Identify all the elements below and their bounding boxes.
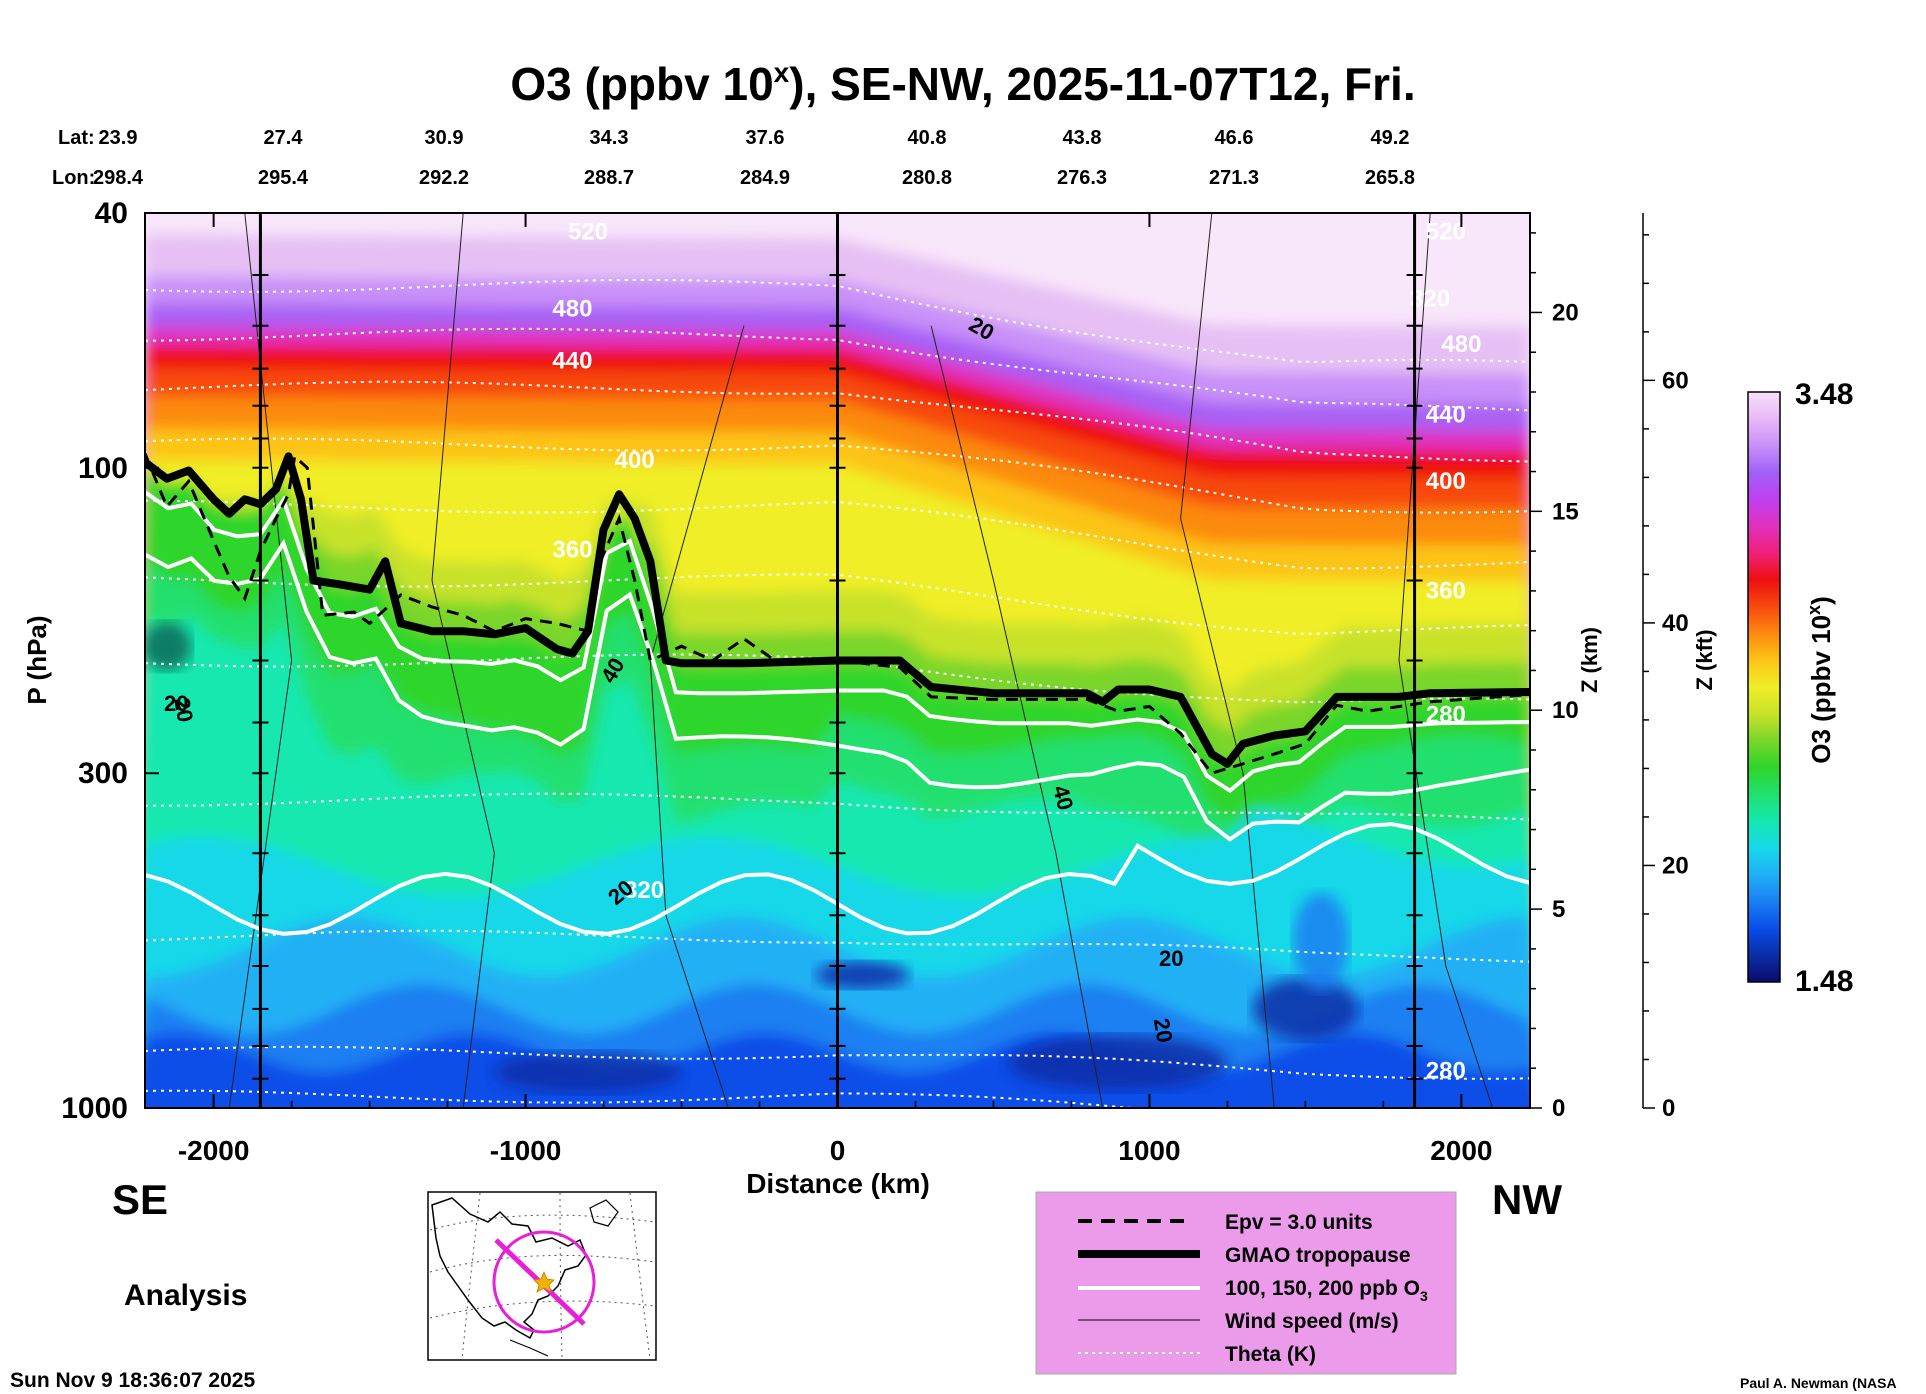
lon-value: 288.7 [584,167,634,189]
lon-value: 298.4 [93,167,144,189]
theta-contour-label: 280 [1426,1058,1466,1085]
lat-header-label: Lat: [58,127,95,149]
inset-map [427,1191,657,1361]
lat-value: 23.9 [99,127,138,149]
o3-low-region [1009,1034,1228,1091]
x-tick-label: -1000 [490,1135,562,1166]
zkm-tick-label: 5 [1552,896,1565,923]
colorbar-max-label: 3.48 [1795,378,1853,411]
credit: Paul A. Newman (NASA [1740,1375,1897,1391]
se-label: SE [112,1176,168,1223]
lon-value: 295.4 [258,167,309,189]
lat-value: 46.6 [1215,127,1254,149]
zkm-tick-label: 20 [1552,299,1579,326]
wind-speed-contour [431,213,495,1108]
o3-low-region [145,621,192,671]
x-tick-label: -2000 [178,1135,250,1166]
north-america-coastline [431,1197,587,1340]
zkft-tick-label: 60 [1662,367,1689,394]
legend-item-o3-contours: 100, 150, 200 ppb O3 [1225,1277,1428,1304]
lat-value: 49.2 [1371,127,1410,149]
lat-value: 30.9 [425,127,464,149]
theta-contour-label: 440 [552,348,592,375]
theta-contour-label: 520 [1426,219,1466,246]
zkm-tick-label: 10 [1552,697,1579,724]
theta-contour-label: 280 [1426,702,1466,729]
legend-item-theta: Theta (K) [1225,1343,1316,1366]
legend-item-epv: Epv = 3.0 units [1225,1211,1373,1234]
o3-low-region [1292,892,1350,991]
lon-value: 284.9 [740,167,790,189]
wind-contour-label: 20 [169,696,198,724]
y-tick-label: 100 [78,452,128,485]
lat-value: 43.8 [1063,127,1102,149]
theta-line [145,792,1530,821]
theta-contour-label: 440 [1426,402,1466,429]
theta-contour-label: 400 [615,447,655,474]
wind-contour-label: 20 [164,691,188,716]
plot-area [145,213,1530,1108]
theta-contour-label: 400 [1426,468,1466,495]
zkft-tick-label: 20 [1662,852,1689,879]
chart-title: O3 (ppbv 10x), SE-NW, 2025-11-07T12, Fri… [510,57,1415,110]
theta-line [145,929,1530,963]
wind-speed-contour [930,325,1104,1108]
zkft-tick-label: 40 [1662,610,1689,637]
theta-contour-label: 320 [1410,286,1450,313]
timestamp: Sun Nov 9 18:36:07 2025 [10,1369,255,1392]
nw-label: NW [1492,1176,1562,1223]
lon-value: 271.3 [1209,167,1259,189]
colorbar-title: O3 (ppbv 10x) [1804,596,1836,764]
zkm-tick-label: 15 [1552,498,1579,525]
zkft-tick-label: 0 [1662,1095,1675,1122]
theta-contour-label: 480 [552,295,592,322]
theta-contour-label: 320 [624,877,664,904]
x-tick-label: 0 [830,1135,846,1166]
lon-value: 276.3 [1057,167,1107,189]
zkft-axis-label: Z (kft) [1692,629,1717,690]
lon-value: 292.2 [419,167,469,189]
lon-value: 280.8 [902,167,952,189]
o3-low-region [1252,977,1359,1041]
epv-line [145,452,1530,775]
y-tick-label: 1000 [61,1092,128,1125]
x-tick-label: 2000 [1430,1135,1492,1166]
lat-value: 40.8 [908,127,947,149]
wind-contour-label: 20 [1159,946,1183,971]
theta-contour-label: 360 [1426,578,1466,605]
lat-value: 27.4 [264,127,304,149]
theta-contour-label: 360 [552,536,592,563]
zkm-tick-label: 0 [1552,1095,1565,1122]
colorbar [1747,391,1781,983]
o3-low-region [494,1051,682,1094]
analysis-label: Analysis [124,1279,247,1312]
legend-item-tropopause: GMAO tropopause [1225,1244,1411,1267]
theta-contour-label: 520 [568,219,608,246]
wind-contour-label: 20 [1149,1016,1178,1044]
lat-value: 34.3 [590,127,629,149]
y-axis-label: P (hPa) [22,615,52,704]
lat-value: 37.6 [746,127,785,149]
lon-header-label: Lon: [52,167,95,189]
legend-item-wind: Wind speed (m/s) [1225,1310,1399,1333]
zkm-axis-label: Z (km) [1577,627,1602,693]
lon-value: 265.8 [1365,167,1415,189]
y-tick-label: 40 [95,197,128,230]
theta-line [145,279,1530,363]
y-tick-label: 300 [78,757,128,790]
colorbar-min-label: 1.48 [1795,965,1853,998]
wind-speed-contour [1180,213,1275,1108]
legend: Epv = 3.0 units GMAO tropopause 100, 150… [1035,1191,1457,1375]
o3-low-region [815,961,910,990]
colorbar-bar [1747,391,1781,983]
wind-speed-contour [649,325,745,1108]
x-axis-label: Distance (km) [746,1168,930,1199]
theta-contour-label: 480 [1441,331,1481,358]
x-tick-label: 1000 [1118,1135,1180,1166]
tropopause-line [145,452,1530,768]
